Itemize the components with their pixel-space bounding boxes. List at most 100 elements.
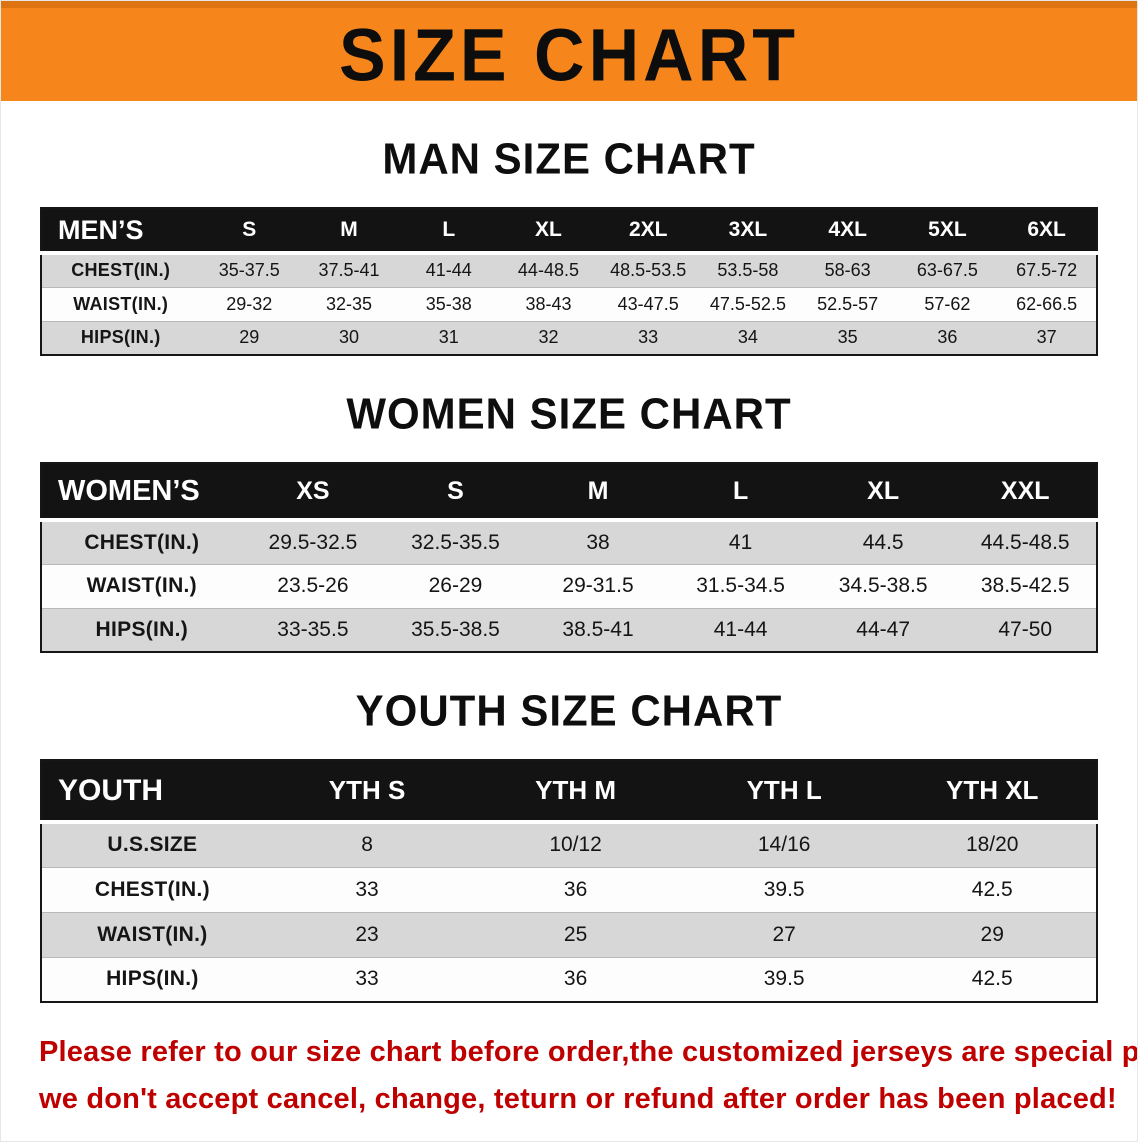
size-value-cell: 14/16 <box>757 833 811 857</box>
table-row: WAIST(IN.) 23 25 27 29 <box>41 912 1097 957</box>
table-title-cell: WOMEN’S <box>41 463 242 520</box>
row-label: HIPS(IN.) <box>80 327 161 348</box>
size-value-cell: 41 <box>728 530 753 554</box>
row-label: HIPS(IN.) <box>106 967 199 991</box>
size-value-cell: 35 <box>837 327 858 348</box>
size-value-cell: 32.5-35.5 <box>411 530 500 554</box>
row-label: WAIST(IN.) <box>73 293 169 314</box>
size-value-cell: 36 <box>563 967 588 991</box>
size-table: YOUTH YTH S YTH M YTH L YTH XL U.S.SIZE 8 10/12… <box>40 759 1098 1003</box>
table-row: HIPS(IN.) 29 30 31 32 33 34 35 36 37 <box>41 321 1097 355</box>
size-column-header: 5XL <box>897 208 998 253</box>
disclaimer-line-2: we don't accept cancel, change, teturn o… <box>39 1082 1117 1115</box>
size-value-cell: 44.5 <box>862 530 904 554</box>
size-value-cell: 8 <box>361 833 373 857</box>
size-value-cell: 41-44 <box>425 260 472 281</box>
size-table: WOMEN’S XS S M L XL XXL CHEST(IN.) 29.5-32.5 32.5… <box>40 462 1098 653</box>
banner: SIZE CHART <box>1 1 1137 101</box>
size-value-cell: 31.5-34.5 <box>696 574 785 597</box>
size-column-header: YTH L <box>679 760 889 822</box>
table-row: HIPS(IN.) 33 36 39.5 42.5 <box>41 957 1097 1002</box>
youth-section-heading: YOUTH SIZE CHART <box>355 686 783 735</box>
size-value-cell: 39.5 <box>763 967 805 991</box>
men-section-heading: MAN SIZE CHART <box>382 134 756 183</box>
table-row: U.S.SIZE 8 10/12 14/16 18/20 <box>41 822 1097 867</box>
size-value-cell: 44.5-48.5 <box>980 530 1070 554</box>
size-column-header: YTH XL <box>888 760 1097 822</box>
size-value-cell: 58-63 <box>824 260 871 281</box>
size-table-header-row: MEN’S S M L XL 2XL 3XL 4XL 5XL 6XL <box>41 208 1097 253</box>
size-column-header: XL <box>498 208 599 253</box>
size-value-cell: 34.5-38.5 <box>838 574 928 597</box>
size-column-header: XL <box>811 463 955 520</box>
size-column-header: 2XL <box>598 208 699 253</box>
size-value-cell: 62-66.5 <box>1016 293 1078 314</box>
size-value-cell: 35.5-38.5 <box>411 617 500 641</box>
table-row: HIPS(IN.) 33-35.5 35.5-38.5 38.5-41 41-44 44-… <box>41 608 1097 652</box>
row-label: U.S.SIZE <box>107 833 198 857</box>
disclaimer-line-1: Please refer to our size chart before or… <box>39 1036 1138 1068</box>
size-value-cell: 37.5-41 <box>318 260 380 281</box>
table-row: CHEST(IN.) 33 36 39.5 42.5 <box>41 867 1097 912</box>
size-value-cell: 35-38 <box>425 293 472 314</box>
section-women: WOMEN SIZE CHART WOMEN’S XS S M L XL XXL CHEST(… <box>1 389 1137 653</box>
size-table: MEN’S S M L XL 2XL 3XL 4XL 5XL 6XL CHEST(IN.) 35-37… <box>40 207 1098 356</box>
size-column-header: YTH S <box>262 760 472 822</box>
size-column-header: S <box>199 208 300 253</box>
table-title-cell: YOUTH <box>41 760 263 822</box>
size-value-cell: 23 <box>355 922 379 946</box>
row-label: CHEST(IN.) <box>94 877 210 901</box>
table-row: WAIST(IN.) 29-32 32-35 35-38 38-43 43-47.5 47.… <box>41 287 1097 321</box>
size-value-cell: 44-48.5 <box>517 260 579 281</box>
size-value-cell: 38.5-42.5 <box>980 574 1070 597</box>
size-value-cell: 39.5 <box>763 877 805 901</box>
size-value-cell: 47-50 <box>998 617 1053 641</box>
row-label: HIPS(IN.) <box>95 617 189 641</box>
size-value-cell: 42.5 <box>971 877 1013 901</box>
size-column-header: L <box>398 208 499 253</box>
size-value-cell: 27 <box>772 922 796 946</box>
row-label: WAIST(IN.) <box>86 574 197 597</box>
size-value-cell: 36 <box>563 877 588 901</box>
size-value-cell: 38-43 <box>525 293 572 314</box>
size-value-cell: 47.5-52.5 <box>709 293 786 314</box>
size-value-cell: 31 <box>438 327 459 348</box>
size-value-cell: 30 <box>338 327 359 348</box>
size-value-cell: 52.5-57 <box>817 293 879 314</box>
size-value-cell: 23.5-26 <box>277 574 349 597</box>
size-value-cell: 36 <box>937 327 958 348</box>
size-value-cell: 18/20 <box>965 833 1019 857</box>
size-column-header: 4XL <box>797 208 898 253</box>
size-value-cell: 32-35 <box>325 293 373 314</box>
size-value-cell: 37 <box>1036 327 1057 348</box>
size-value-cell: 67.5-72 <box>1016 260 1078 281</box>
row-label: CHEST(IN.) <box>84 530 200 554</box>
size-value-cell: 29-32 <box>226 293 273 314</box>
size-value-cell: 26-29 <box>428 574 483 597</box>
table-row: CHEST(IN.) 35-37.5 37.5-41 41-44 44-48.5 48.5… <box>41 253 1097 287</box>
size-value-cell: 33 <box>355 877 379 901</box>
size-column-header: YTH M <box>471 760 680 822</box>
size-column-header: M <box>526 463 670 520</box>
disclaimer: Please refer to our size chart before or… <box>1 1003 1137 1141</box>
size-value-cell: 57-62 <box>924 293 971 314</box>
size-column-header: 6XL <box>997 208 1097 253</box>
size-value-cell: 25 <box>563 922 588 946</box>
size-column-header: XS <box>241 463 385 520</box>
row-label: CHEST(IN.) <box>71 260 171 281</box>
page-title: SIZE CHART <box>339 13 799 96</box>
size-column-header: L <box>669 463 812 520</box>
table-title-cell: MEN’S <box>41 208 200 253</box>
size-table-header-row: YOUTH YTH S YTH M YTH L YTH XL <box>41 760 1097 822</box>
size-value-cell: 53.5-58 <box>717 260 779 281</box>
size-value-cell: 33-35.5 <box>277 617 349 641</box>
women-size-table-container: WOMEN’S XS S M L XL XXL CHEST(IN.) 29.5-32.5 32.5… <box>40 462 1098 653</box>
table-row: CHEST(IN.) 29.5-32.5 32.5-35.5 38 41 44.5 44.5… <box>41 520 1097 564</box>
row-label: WAIST(IN.) <box>97 922 208 946</box>
women-section-heading: WOMEN SIZE CHART <box>346 389 792 438</box>
table-row: WAIST(IN.) 23.5-26 26-29 29-31.5 31.5-34.5 34… <box>41 564 1097 608</box>
size-value-cell: 10/12 <box>549 833 602 857</box>
section-men: MAN SIZE CHART MEN’S S M L XL 2XL 3XL 4XL 5XL 6XL… <box>1 134 1137 356</box>
size-column-header: M <box>299 208 399 253</box>
